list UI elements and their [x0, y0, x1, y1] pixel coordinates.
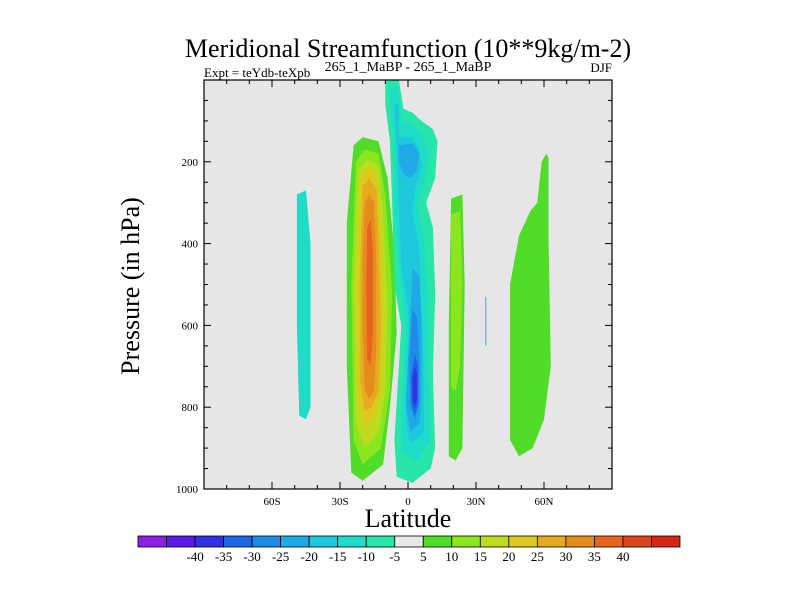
- colorbar-label: 10: [445, 549, 458, 564]
- colorbar-swatch: [622, 535, 652, 548]
- colorbar-label: -30: [243, 549, 260, 564]
- colorbar-label: -20: [300, 549, 317, 564]
- colorbar-swatch: [536, 535, 567, 548]
- contour-ss-cell-weak-neg: [296, 190, 311, 420]
- colorbar-swatch: [451, 535, 481, 548]
- colorbar-swatch: [565, 535, 595, 548]
- y-axis-label: Pressure (in hPa): [116, 197, 145, 375]
- colorbar-label: -5: [389, 549, 400, 564]
- y-tick-label: 400: [182, 239, 199, 251]
- contour-regions: [296, 80, 551, 483]
- y-axis-ticks: 200 400 600 800 1000: [176, 99, 612, 496]
- colorbar-label: 20: [502, 549, 515, 564]
- center-subtitle: 265_1_MaBP - 265_1_MaBP: [325, 60, 492, 75]
- contour-nh-thin-mark: [485, 296, 487, 346]
- colorbar-label: 25: [531, 549, 544, 564]
- y-tick-label: 1000: [176, 484, 199, 496]
- right-subtitle: DJF: [590, 60, 612, 75]
- colorbar-label: -40: [186, 549, 203, 564]
- colorbar-swatch: [337, 535, 367, 548]
- contour-ss-cell-pos-35: [366, 219, 373, 367]
- colorbar-swatch: [508, 535, 538, 548]
- colorbar-swatch: [137, 535, 167, 548]
- colorbar-label: 40: [616, 549, 629, 564]
- colorbar-label: -25: [272, 549, 289, 564]
- colorbar-labels: -40 -35 -30 -25 -20 -15 -10 -5 5 10 15 20 25 30 35 40: [186, 549, 629, 564]
- x-tick-label: 30S: [331, 496, 348, 508]
- colorbar-swatch: [651, 535, 681, 548]
- chart-title: Meridional Streamfunction (10**9kg/m-2): [185, 34, 631, 63]
- y-tick-label: 800: [182, 402, 199, 414]
- colorbar-swatch: [479, 535, 510, 548]
- colorbar-swatch: [394, 535, 424, 548]
- colorbar-swatch: [251, 535, 282, 548]
- contour-nh-cell-far-pos: [510, 153, 551, 457]
- x-tick-label: 60S: [263, 496, 280, 508]
- x-tick-label: 30N: [467, 496, 486, 508]
- colorbar-swatch: [194, 535, 224, 548]
- colorbar-label: -35: [215, 549, 232, 564]
- colorbar-label: 5: [420, 549, 427, 564]
- colorbar-swatch: [280, 535, 310, 548]
- colorbar-swatch: [422, 535, 453, 548]
- colorbar-swatch: [166, 535, 196, 548]
- contour-eq-band-neg-20: [398, 143, 420, 179]
- colorbar-label: 35: [588, 549, 601, 564]
- left-subtitle: Expt = teYdb-teXpb: [204, 65, 310, 80]
- colorbar-label: 15: [474, 549, 487, 564]
- y-tick-label: 200: [182, 157, 199, 169]
- colorbar-swatch: [365, 535, 396, 548]
- colorbar-swatch: [308, 535, 339, 548]
- contour-eq-band-neg-35: [412, 366, 418, 408]
- x-tick-label: 60N: [535, 496, 554, 508]
- y-tick-label: 600: [182, 320, 199, 332]
- x-axis-ticks: 60S 30S 0 30N 60N: [226, 80, 590, 508]
- colorbar-label: 30: [559, 549, 572, 564]
- colorbar: [137, 535, 681, 548]
- colorbar-swatch: [594, 535, 624, 548]
- colorbar-swatch: [223, 535, 253, 548]
- x-tick-label: 0: [405, 496, 411, 508]
- colorbar-label: -15: [329, 549, 346, 564]
- contour-nh-cell-pos-10: [451, 210, 463, 391]
- colorbar-label: -10: [358, 549, 375, 564]
- x-axis-label: Latitude: [365, 504, 452, 533]
